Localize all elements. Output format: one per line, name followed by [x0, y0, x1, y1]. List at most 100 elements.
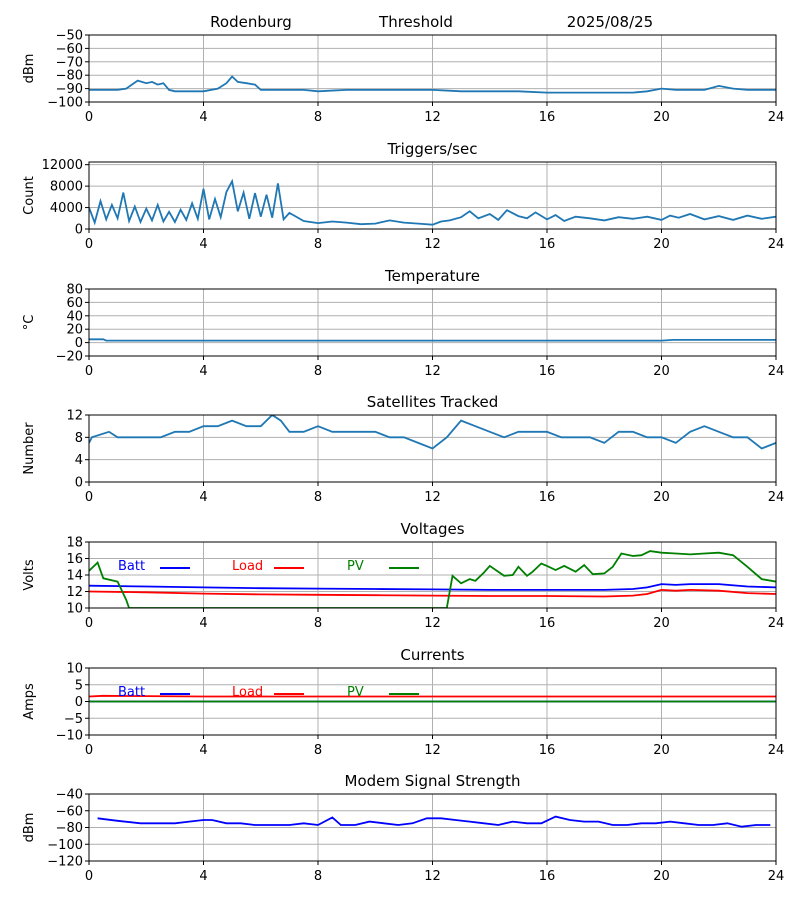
y-tick-label: 80	[66, 283, 83, 298]
x-tick-label: 20	[653, 869, 670, 884]
y-tick-label: −70	[56, 55, 83, 70]
y-tick-label: −80	[56, 821, 83, 836]
y-tick-label: 8	[75, 431, 83, 446]
y-axis-label: dBm	[22, 813, 37, 843]
series-line-temperature	[89, 338, 776, 342]
x-tick-label: 16	[539, 869, 556, 884]
y-tick-label: 8000	[50, 180, 83, 195]
x-tick-label: 20	[653, 110, 670, 125]
y-tick-label: −100	[47, 838, 83, 853]
y-axis-label: Volts	[22, 559, 37, 591]
y-tick-label: 0	[75, 336, 83, 351]
chart-title: Satellites Tracked	[367, 393, 498, 411]
y-tick-label: 10	[66, 602, 83, 617]
y-tick-label: 12000	[42, 158, 83, 173]
y-tick-label: 5	[75, 678, 83, 693]
x-tick-label: 24	[768, 616, 785, 631]
chart-satellites: 0 4 8 12 16 20 24 0 4 8 12 Satellites Tracked Number	[22, 393, 784, 505]
y-axis-label: Number	[22, 422, 37, 475]
y-tick-label: 12	[66, 585, 83, 600]
x-tick-label: 4	[199, 869, 207, 884]
x-tick-label: 20	[653, 616, 670, 631]
x-tick-label: 8	[314, 869, 322, 884]
x-tick-label: 8	[314, 743, 322, 758]
x-tick-label: 24	[768, 237, 785, 252]
legend-label-batt: Batt	[118, 685, 145, 700]
x-tick-label: 8	[314, 237, 322, 252]
series-line-satellites	[89, 415, 776, 450]
x-tick-label: 20	[653, 364, 670, 379]
y-tick-label: 0	[75, 223, 83, 238]
series-line-threshold	[89, 75, 776, 94]
chart-title: Temperature	[384, 267, 480, 285]
x-tick-label: 0	[85, 110, 93, 125]
y-tick-label: 20	[66, 323, 83, 338]
chart-modem: 0 4 8 12 16 20 24 −120 −100 −80 −60−40 Modem Signal…	[22, 772, 784, 884]
x-tick-label: 24	[768, 743, 785, 758]
x-tick-label: 8	[314, 364, 322, 379]
x-tick-label: 4	[199, 616, 207, 631]
chart-threshold: 0 4 8 12 16 20 24 −100−90−80−70−60−50 dBm	[22, 29, 784, 126]
y-tick-label: 4	[75, 453, 83, 468]
series-line-pv	[89, 550, 776, 608]
x-tick-label: 8	[314, 110, 322, 125]
y-axis-label: dBm	[22, 54, 37, 84]
x-tick-label: 0	[85, 616, 93, 631]
y-tick-label: 16	[66, 552, 83, 567]
chart-title: Voltages	[400, 520, 464, 538]
figure-header: Rodenburg Threshold 2025/08/25	[210, 13, 653, 31]
y-tick-label: −10	[56, 729, 83, 744]
x-tick-label: 4	[199, 110, 207, 125]
series-line-load	[89, 694, 776, 698]
station-name: Rodenburg	[210, 13, 292, 31]
legend-label-load: Load	[232, 559, 263, 574]
legend-label-pv: PV	[347, 559, 364, 574]
x-tick-label: 0	[85, 237, 93, 252]
mode-label: Threshold	[378, 13, 453, 31]
series-line-load	[89, 588, 776, 598]
x-tick-label: 0	[85, 869, 93, 884]
y-tick-label: 40	[66, 309, 83, 324]
x-tick-label: 24	[768, 364, 785, 379]
x-tick-label: 16	[539, 616, 556, 631]
legend-label-pv: PV	[347, 685, 364, 700]
x-tick-label: 12	[424, 110, 441, 125]
x-tick-label: 20	[653, 490, 670, 505]
x-tick-label: 4	[199, 364, 207, 379]
legend-label-batt: Batt	[118, 559, 145, 574]
x-tick-label: 16	[539, 237, 556, 252]
y-tick-label: 0	[75, 476, 83, 491]
x-tick-label: 16	[539, 743, 556, 758]
y-tick-label: −20	[56, 350, 83, 365]
y-tick-label: −100	[47, 96, 83, 111]
x-tick-label: 16	[539, 110, 556, 125]
y-tick-label: 10	[66, 662, 83, 677]
x-tick-label: 24	[768, 110, 785, 125]
y-axis-label: °C	[22, 315, 37, 331]
x-tick-label: 4	[199, 490, 207, 505]
x-tick-label: 24	[768, 490, 785, 505]
date-label: 2025/08/25	[567, 13, 653, 31]
x-tick-label: 8	[314, 616, 322, 631]
series-line-triggers	[89, 178, 776, 226]
x-tick-label: 20	[653, 743, 670, 758]
y-tick-label: 18	[66, 536, 83, 551]
y-tick-label: 4000	[50, 201, 83, 216]
x-tick-label: 12	[424, 490, 441, 505]
y-tick-label: −5	[64, 712, 83, 727]
y-tick-label: −50	[56, 29, 83, 44]
chart-triggers: 0 4 8 12 16 20 24 0 4000 8000 12000 Triggers/sec Cou…	[22, 140, 784, 252]
x-tick-label: 0	[85, 490, 93, 505]
y-tick-label: −60	[56, 42, 83, 57]
x-tick-label: 12	[424, 237, 441, 252]
chart-currents: 0 4 8 12 16 20 24 −10 −5 0 510 Currents Amps Batt Load…	[22, 646, 784, 758]
series-line-modem	[97, 815, 771, 828]
x-tick-label: 16	[539, 364, 556, 379]
y-tick-label: 14	[66, 569, 83, 584]
chart-title: Modem Signal Strength	[345, 772, 521, 790]
x-tick-label: 16	[539, 490, 556, 505]
y-axis-label: Count	[22, 176, 37, 215]
x-tick-label: 4	[199, 237, 207, 252]
